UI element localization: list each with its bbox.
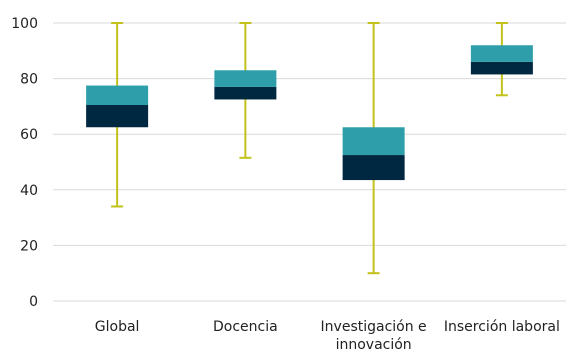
- x-category-label: Docencia: [213, 319, 278, 335]
- box-lower-quartile: [214, 86, 277, 100]
- x-category-label-line: Inserción laboral: [444, 319, 560, 335]
- x-category-label-line: Global: [95, 319, 140, 335]
- box-2: [214, 22, 277, 159]
- box-plot-series: [86, 22, 533, 275]
- y-tick-label: 100: [11, 16, 38, 32]
- x-category-label-line: Docencia: [213, 319, 278, 335]
- x-category-label-line: Investigación e: [321, 319, 427, 335]
- y-tick-label: 40: [20, 183, 38, 199]
- y-tick-label: 20: [20, 238, 38, 254]
- y-tick-label: 0: [29, 294, 38, 310]
- box-lower-quartile: [86, 105, 149, 128]
- x-category-label: Inserción laboral: [444, 319, 560, 335]
- box-1: [86, 22, 149, 208]
- box-upper-quartile: [470, 45, 533, 62]
- x-category-label: Global: [95, 319, 140, 335]
- x-axis-category-labels: Global Docencia Investigación e innovaciónI…: [95, 319, 560, 352]
- box-3: [342, 22, 405, 275]
- x-category-label: Investigación e innovación: [321, 319, 427, 352]
- box-4: [470, 22, 533, 97]
- grid-lines: [53, 22, 566, 302]
- box-lower-quartile: [342, 155, 405, 181]
- y-tick-label: 80: [20, 72, 38, 88]
- box-upper-quartile: [342, 127, 405, 156]
- box-upper-quartile: [214, 70, 277, 87]
- y-tick-label: 60: [20, 127, 38, 143]
- box-upper-quartile: [86, 85, 149, 106]
- box-lower-quartile: [470, 61, 533, 75]
- x-category-label-line: innovación: [336, 337, 412, 352]
- y-axis-tick-labels: 0 20 40 60 80 100: [11, 16, 38, 310]
